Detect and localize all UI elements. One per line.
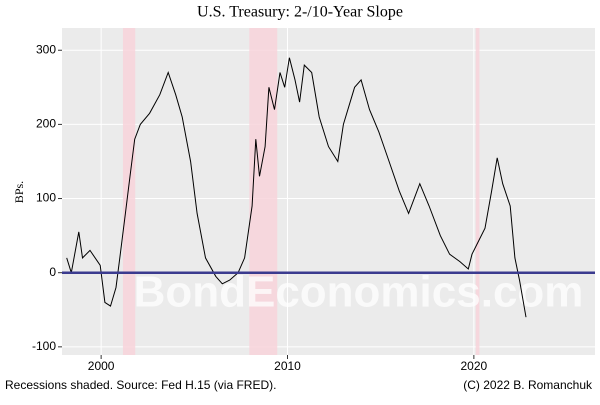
x-tick-label: 2000 xyxy=(88,359,115,373)
series-line xyxy=(66,57,527,318)
y-tick-label: 300 xyxy=(36,42,56,56)
x-tick-label: 2010 xyxy=(274,359,301,373)
caption-right: (C) 2022 B. Romanchuk xyxy=(463,378,593,392)
y-tick-label: -100 xyxy=(32,339,56,353)
recession-band xyxy=(475,28,480,355)
y-tick-label: 100 xyxy=(36,191,56,205)
y-tick-label: 0 xyxy=(49,265,56,279)
recession-band xyxy=(249,28,278,355)
chart-title: U.S. Treasury: 2-/10-Year Slope xyxy=(197,4,403,21)
plot-panel xyxy=(62,28,595,355)
watermark: BondEconomics.com xyxy=(134,268,584,317)
y-tick-label: 200 xyxy=(36,117,56,131)
x-tick-label: 2020 xyxy=(461,359,488,373)
y-axis-label: BPs. xyxy=(12,181,26,203)
caption-left: Recessions shaded. Source: Fed H.15 (via… xyxy=(5,378,276,392)
